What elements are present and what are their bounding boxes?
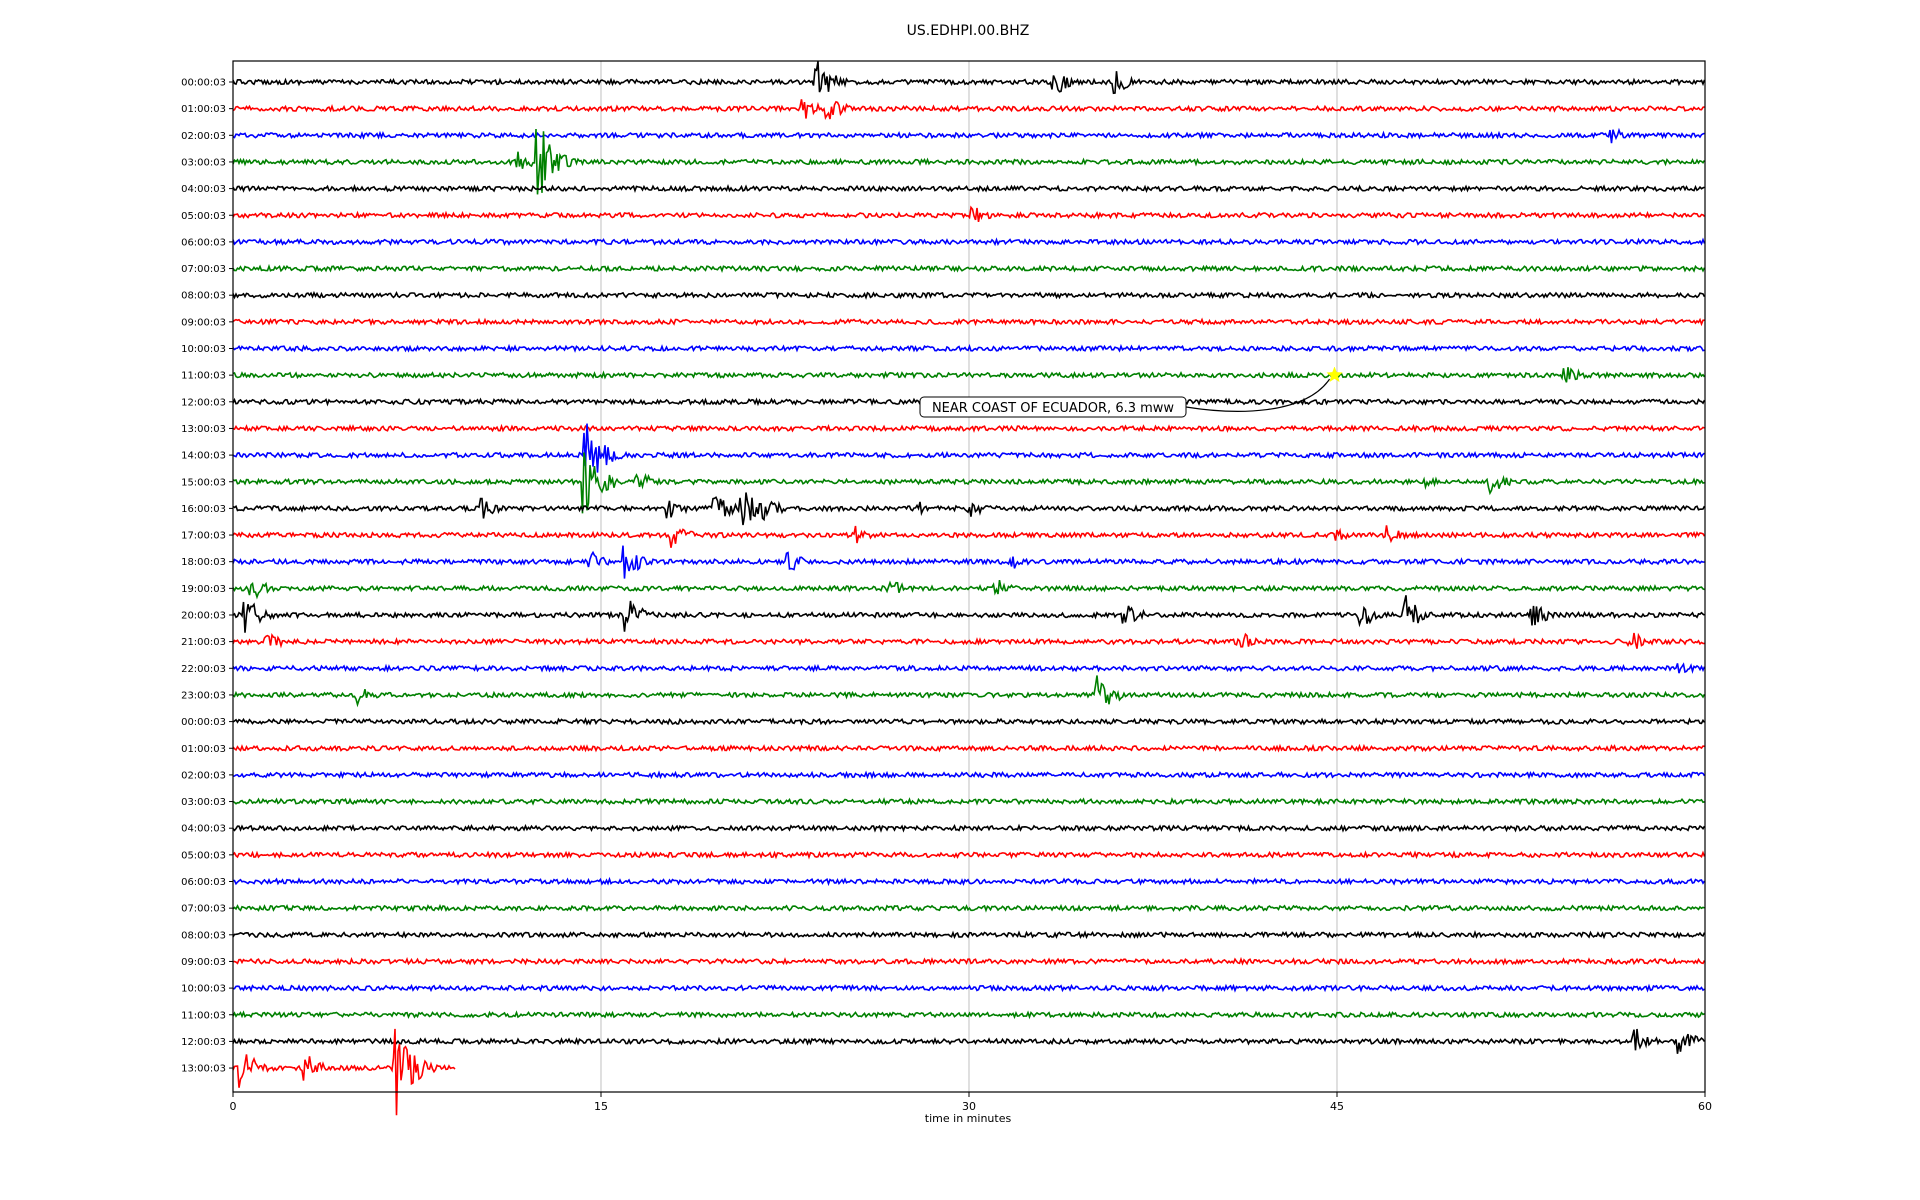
trace-20 (232, 595, 1705, 633)
traces-layer (232, 61, 1706, 1116)
row-label: 00:00:03 (181, 78, 226, 89)
row-label: 07:00:03 (181, 264, 226, 275)
row-label: 05:00:03 (181, 211, 226, 222)
trace-5 (232, 205, 1706, 223)
trace-27 (232, 797, 1705, 807)
trace-19 (232, 579, 1705, 600)
trace-25 (232, 743, 1705, 753)
row-label: 17:00:03 (181, 531, 226, 542)
row-label: 18:00:03 (181, 557, 226, 568)
trace-8 (232, 290, 1706, 300)
trace-11 (232, 367, 1706, 383)
row-label: 06:00:03 (181, 877, 226, 888)
x-tick-label: 0 (230, 1100, 237, 1113)
row-label: 03:00:03 (181, 797, 226, 808)
annotation-box (919, 396, 1187, 418)
trace-21 (232, 632, 1705, 649)
row-label: 11:00:03 (181, 1010, 226, 1021)
row-label: 01:00:03 (181, 104, 226, 115)
trace-23 (232, 675, 1706, 708)
trace-34 (232, 983, 1705, 993)
row-label: 00:00:03 (181, 717, 226, 728)
trace-24 (232, 717, 1706, 727)
row-label: 21:00:03 (181, 637, 226, 648)
trace-16 (232, 492, 1706, 526)
row-label: 15:00:03 (181, 477, 226, 488)
row-label: 03:00:03 (181, 157, 226, 168)
event-star-icon (1326, 366, 1343, 383)
annotation-text: NEAR COAST OF ECUADOR, 6.3 mww (932, 401, 1174, 416)
trace-9 (232, 317, 1705, 327)
event-annotation: NEAR COAST OF ECUADOR, 6.3 mww (919, 366, 1343, 418)
x-tick-label: 30 (962, 1100, 976, 1113)
row-label: 06:00:03 (181, 237, 226, 248)
row-label: 14:00:03 (181, 451, 226, 462)
trace-4 (232, 183, 1705, 194)
row-label: 19:00:03 (181, 584, 226, 595)
row-labels: 00:00:03 01:00:03 02:00:03 03:00:03 04:00:03… (181, 78, 233, 1075)
row-label: 08:00:03 (181, 291, 226, 302)
row-label: 04:00:03 (181, 184, 226, 195)
trace-6 (232, 237, 1706, 247)
trace-7 (232, 263, 1706, 274)
trace-1 (232, 99, 1705, 120)
trace-18 (232, 545, 1705, 579)
row-label: 10:00:03 (181, 344, 226, 355)
trace-31 (232, 903, 1705, 913)
row-label: 04:00:03 (181, 824, 226, 835)
row-label: 13:00:03 (181, 1064, 226, 1075)
trace-28 (232, 823, 1706, 833)
row-label: 20:00:03 (181, 611, 226, 622)
trace-36 (232, 1028, 1706, 1054)
trace-30 (233, 876, 1706, 887)
trace-10 (232, 343, 1705, 353)
trace-14 (232, 423, 1705, 473)
row-label: 08:00:03 (181, 930, 226, 941)
trace-3 (232, 128, 1706, 195)
row-label: 23:00:03 (181, 690, 226, 701)
x-tick-label: 15 (594, 1100, 608, 1113)
row-label: 09:00:03 (181, 317, 226, 328)
row-label: 09:00:03 (181, 957, 226, 968)
trace-37 (232, 1028, 456, 1116)
x-axis-ticks: 0 15 30 45 60 (230, 1092, 1712, 1113)
x-tick-label: 45 (1330, 1100, 1344, 1113)
trace-0 (232, 61, 1706, 95)
trace-15 (232, 452, 1705, 514)
row-label: 02:00:03 (181, 770, 226, 781)
row-label: 12:00:03 (181, 397, 226, 408)
x-tick-label: 60 (1698, 1100, 1712, 1113)
trace-2 (232, 127, 1705, 144)
row-label: 16:00:03 (181, 504, 226, 515)
annotation-arrow (1185, 378, 1331, 412)
row-label: 12:00:03 (181, 1037, 226, 1048)
trace-35 (232, 1010, 1705, 1020)
chart-title: US.EDHPI.00.BHZ (907, 23, 1030, 39)
row-label: 13:00:03 (181, 424, 226, 435)
trace-26 (232, 770, 1706, 780)
row-label: 11:00:03 (181, 371, 226, 382)
trace-13 (232, 423, 1705, 434)
trace-29 (232, 850, 1706, 860)
row-label: 10:00:03 (181, 984, 226, 995)
trace-33 (232, 956, 1706, 966)
row-label: 07:00:03 (181, 904, 226, 915)
trace-17 (232, 525, 1706, 548)
trace-32 (232, 930, 1706, 940)
grid-layer (600, 61, 1338, 1092)
row-label: 05:00:03 (181, 850, 226, 861)
row-label: 02:00:03 (181, 131, 226, 142)
row-label: 01:00:03 (181, 744, 226, 755)
trace-22 (232, 662, 1706, 674)
x-axis-label: time in minutes (925, 1112, 1012, 1125)
row-label: 22:00:03 (181, 664, 226, 675)
